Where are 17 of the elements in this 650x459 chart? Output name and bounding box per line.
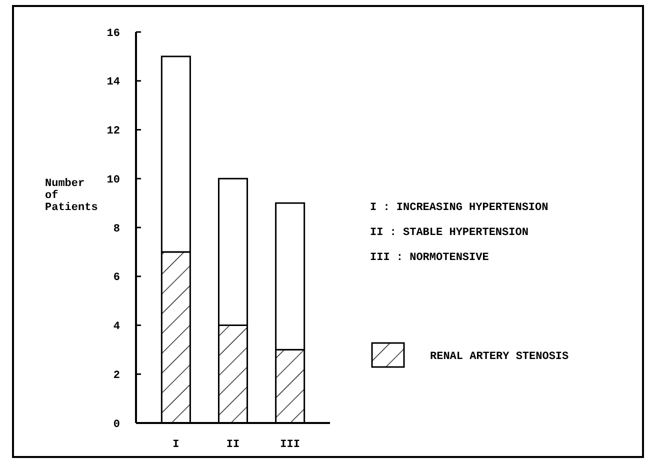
x-tick-label: I bbox=[172, 438, 180, 451]
x-tick-label: II bbox=[226, 438, 240, 451]
legend-label: RENAL ARTERY STENOSIS bbox=[430, 350, 570, 363]
y-tick-label: 6 bbox=[113, 272, 120, 284]
y-tick-label: 14 bbox=[106, 76, 120, 89]
y-tick-label: 8 bbox=[113, 223, 120, 236]
y-tick-label: 2 bbox=[113, 370, 120, 382]
y-tick-label: 12 bbox=[106, 126, 120, 138]
y-axis-title: Number of Patients bbox=[45, 178, 98, 214]
text: II : STABLE HYPERTENSION bbox=[370, 227, 528, 239]
y-tick-label: 4 bbox=[113, 321, 120, 334]
text: III : NORMOTENSIVE bbox=[370, 252, 490, 264]
x-tick-label: III bbox=[280, 438, 300, 451]
y-tick-label: 0 bbox=[113, 418, 120, 431]
y-tick-label: 16 bbox=[106, 28, 120, 40]
y-tick-label: 10 bbox=[106, 174, 120, 186]
text: I : INCREASING HYPERTENSION bbox=[370, 202, 548, 214]
